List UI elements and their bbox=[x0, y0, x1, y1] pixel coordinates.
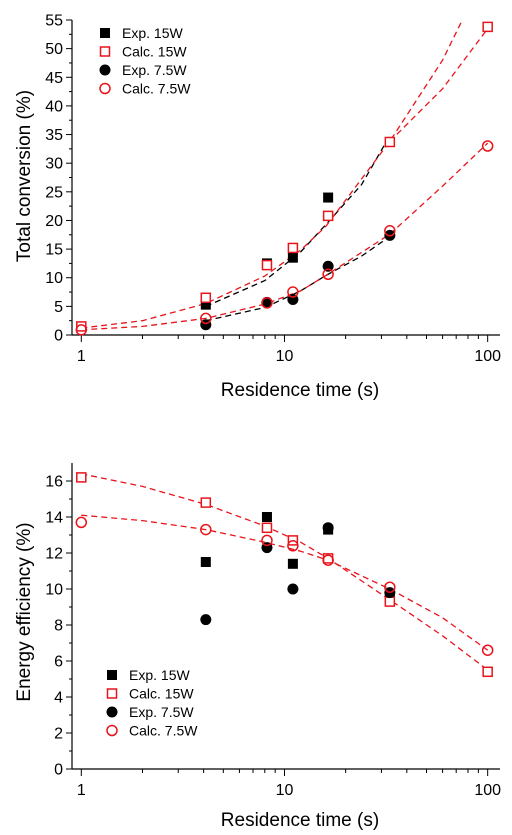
data-point bbox=[261, 297, 273, 309]
data-point bbox=[482, 666, 493, 678]
legend-marker bbox=[106, 706, 118, 718]
data-point bbox=[384, 596, 396, 607]
y-tick-label: 35 bbox=[45, 127, 63, 144]
x-axis-title: Residence time (s) bbox=[221, 380, 379, 401]
data-point bbox=[384, 136, 396, 148]
x-tick-label: 100 bbox=[474, 782, 501, 799]
legend-label: Exp. 7.5W bbox=[122, 62, 187, 78]
legend-marker bbox=[106, 724, 118, 737]
x-tick-label: 100 bbox=[474, 348, 501, 365]
data-point bbox=[261, 534, 273, 547]
legend-label: Calc. 7.5W bbox=[129, 723, 198, 739]
fit-line bbox=[81, 142, 489, 331]
data-point bbox=[384, 225, 396, 237]
legend-marker bbox=[100, 28, 110, 38]
data-point bbox=[200, 312, 212, 325]
fit-line bbox=[81, 19, 463, 329]
data-point bbox=[200, 557, 211, 567]
x-tick-label: 10 bbox=[276, 348, 294, 365]
data-point bbox=[482, 21, 493, 33]
data-point bbox=[287, 252, 298, 263]
data-point bbox=[287, 286, 299, 298]
legend-label: Calc. 7.5W bbox=[122, 81, 191, 97]
fit-line bbox=[389, 28, 489, 142]
data-point bbox=[75, 516, 88, 529]
y-tick-label: 4 bbox=[54, 690, 63, 707]
y-tick-label: 30 bbox=[45, 156, 63, 173]
legend-label: Calc. 15W bbox=[129, 686, 194, 702]
y-tick-label: 16 bbox=[45, 474, 63, 491]
fit-line bbox=[81, 473, 489, 671]
data-point bbox=[322, 268, 334, 281]
y-axis-title: Total conversion (%) bbox=[14, 90, 35, 262]
data-point bbox=[261, 512, 272, 522]
y-tick-label: 55 bbox=[45, 13, 63, 30]
y-tick-label: 50 bbox=[45, 41, 63, 58]
fit-line bbox=[81, 514, 489, 651]
legend-marker bbox=[107, 670, 117, 680]
data-point bbox=[322, 210, 334, 222]
data-point bbox=[287, 558, 298, 569]
legend-marker bbox=[99, 64, 111, 76]
data-point bbox=[76, 472, 87, 483]
data-point bbox=[287, 583, 299, 595]
legend-marker bbox=[106, 688, 118, 699]
y-tick-label: 10 bbox=[45, 270, 63, 287]
data-point bbox=[200, 614, 212, 626]
legend-label: Exp. 7.5W bbox=[129, 704, 194, 720]
legend-label: Calc. 15W bbox=[122, 44, 187, 60]
y-tick-label: 6 bbox=[54, 654, 63, 671]
legend-marker bbox=[99, 82, 111, 95]
data-point bbox=[287, 540, 299, 552]
y-tick-label: 14 bbox=[45, 510, 63, 527]
data-point bbox=[287, 242, 299, 254]
conversion-chart: Residence time (s) Total conversion (%) … bbox=[14, 13, 501, 402]
data-point bbox=[261, 522, 273, 534]
y-tick-label: 5 bbox=[54, 299, 63, 316]
y-tick-label: 20 bbox=[45, 213, 63, 230]
data-point bbox=[200, 497, 212, 508]
y-axis-title: Energy efficiency (%) bbox=[14, 522, 35, 701]
y-tick-label: 25 bbox=[45, 184, 63, 201]
legend-marker bbox=[99, 46, 111, 57]
x-tick-label: 1 bbox=[77, 348, 86, 365]
data-point bbox=[322, 554, 334, 566]
y-tick-label: 10 bbox=[45, 582, 63, 599]
x-axis-title: Residence time (s) bbox=[221, 810, 379, 831]
fit-line bbox=[205, 135, 391, 307]
fit-line bbox=[205, 235, 391, 322]
data-point bbox=[322, 522, 334, 534]
x-tick-label: 1 bbox=[77, 782, 86, 799]
efficiency-chart: Residence time (s) Energy efficiency (%)… bbox=[14, 463, 501, 831]
data-point bbox=[481, 644, 494, 656]
data-point bbox=[200, 292, 212, 304]
data-point bbox=[384, 581, 396, 593]
data-point bbox=[200, 299, 211, 310]
y-tick-label: 15 bbox=[45, 242, 63, 259]
data-point bbox=[261, 259, 273, 271]
legend-label: Exp. 15W bbox=[129, 667, 190, 683]
y-tick-label: 8 bbox=[54, 618, 63, 635]
data-point bbox=[323, 192, 334, 203]
data-point bbox=[200, 523, 212, 536]
y-tick-label: 0 bbox=[54, 762, 63, 779]
legend-label: Exp. 15W bbox=[122, 25, 183, 41]
y-tick-label: 2 bbox=[54, 726, 63, 743]
data-point bbox=[481, 140, 494, 152]
y-tick-label: 12 bbox=[45, 546, 63, 563]
data-point bbox=[322, 260, 334, 272]
y-tick-label: 40 bbox=[45, 98, 63, 115]
y-tick-label: 0 bbox=[54, 328, 63, 345]
y-tick-label: 45 bbox=[45, 70, 63, 87]
data-point bbox=[75, 324, 88, 336]
x-tick-label: 10 bbox=[276, 782, 294, 799]
